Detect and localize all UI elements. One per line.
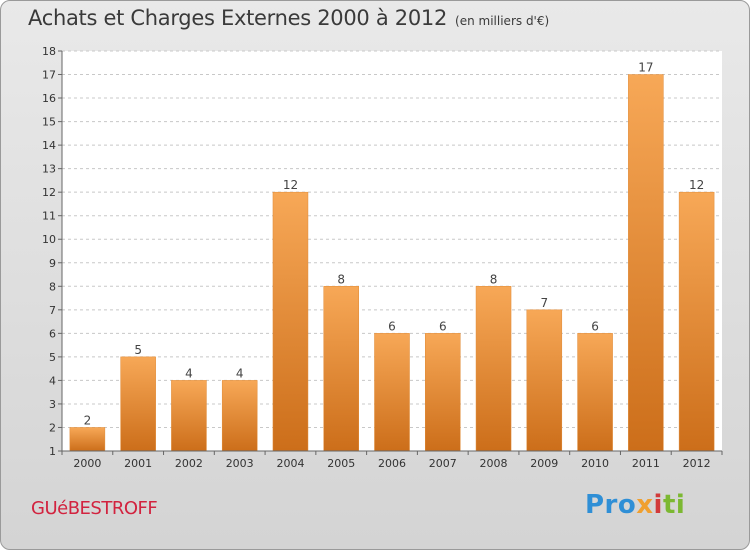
commune-name: GUéBESTROFF xyxy=(31,498,158,519)
y-tick-label: 16 xyxy=(42,92,56,105)
y-tick-label: 7 xyxy=(49,304,56,317)
bar-2011 xyxy=(628,74,664,452)
y-tick-label: 8 xyxy=(49,280,56,293)
value-label: 5 xyxy=(134,343,142,357)
bar-2005 xyxy=(323,286,359,452)
y-tick-label: 5 xyxy=(49,351,56,364)
value-label: 4 xyxy=(236,366,244,380)
bar-2012 xyxy=(678,191,715,452)
x-tick-label: 2001 xyxy=(124,457,152,470)
y-tick-label: 18 xyxy=(42,45,56,58)
bar-2009 xyxy=(526,309,563,452)
y-tick-label: 12 xyxy=(42,186,56,199)
y-tick-label: 14 xyxy=(42,139,56,152)
title-text: Achats et Charges Externes 2000 à 2012 xyxy=(28,6,448,30)
x-tick-label: 2002 xyxy=(175,457,203,470)
x-tick-label: 2007 xyxy=(429,457,457,470)
bar-2008 xyxy=(475,286,512,452)
y-tick-label: 11 xyxy=(42,210,56,223)
y-tick-label: 4 xyxy=(49,374,56,387)
x-tick-label: 2008 xyxy=(480,457,508,470)
value-label: 6 xyxy=(388,319,396,333)
y-tick-label: 15 xyxy=(42,116,56,129)
value-label: 2 xyxy=(84,413,92,427)
x-tick-label: 2010 xyxy=(581,457,609,470)
x-tick-label: 2011 xyxy=(632,457,660,470)
y-tick-label: 10 xyxy=(42,233,56,246)
y-tick-label: 3 xyxy=(49,398,56,411)
value-label: 12 xyxy=(283,178,298,192)
value-label: 8 xyxy=(337,272,345,286)
x-tick-label: 2005 xyxy=(327,457,355,470)
x-tick-label: 2012 xyxy=(683,457,711,470)
y-tick-label: 1 xyxy=(49,445,56,458)
value-label: 12 xyxy=(689,178,704,192)
bar-2003 xyxy=(221,380,258,452)
value-label: 6 xyxy=(439,319,447,333)
bar-2002 xyxy=(171,380,207,452)
value-label: 7 xyxy=(540,296,548,310)
chart-subtitle: (en milliers d'€) xyxy=(455,14,550,28)
y-tick-label: 13 xyxy=(42,163,56,176)
bar-2006 xyxy=(374,333,410,452)
value-label: 6 xyxy=(591,319,599,333)
x-tick-label: 2006 xyxy=(378,457,406,470)
y-tick-label: 17 xyxy=(42,69,56,82)
chart-title: Achats et Charges Externes 2000 à 2012 (e… xyxy=(28,6,549,30)
x-tick-label: 2009 xyxy=(530,457,558,470)
x-tick-label: 2000 xyxy=(73,457,101,470)
proxiti-logo: Proxiti xyxy=(585,490,686,520)
bar-2004 xyxy=(272,191,309,452)
y-tick-label: 9 xyxy=(49,257,56,270)
bar-2010 xyxy=(577,333,613,452)
bar-2007 xyxy=(425,333,461,452)
x-tick-label: 2003 xyxy=(226,457,254,470)
value-label: 4 xyxy=(185,366,193,380)
value-label: 8 xyxy=(490,272,498,286)
value-label: 17 xyxy=(638,61,653,75)
x-tick-label: 2004 xyxy=(276,457,304,470)
bar-2000 xyxy=(69,427,106,452)
bar-2001 xyxy=(120,356,156,452)
y-tick-label: 2 xyxy=(49,421,56,434)
y-tick-label: 6 xyxy=(49,327,56,340)
